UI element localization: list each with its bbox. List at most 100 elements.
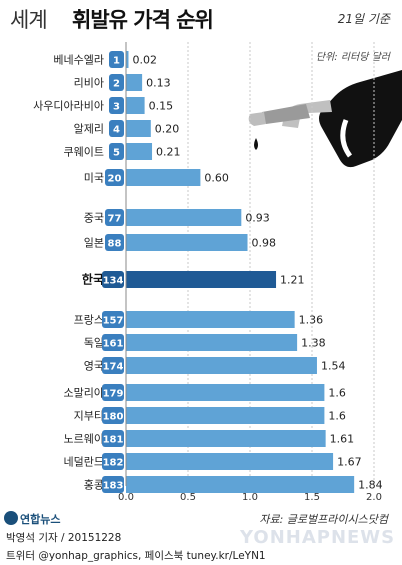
- rank-badge: [109, 51, 124, 68]
- category-label: 알제리: [74, 122, 104, 136]
- value-label: 1.6: [328, 387, 346, 400]
- fuel-nozzle-icon: [248, 70, 402, 168]
- rank-badge: [109, 120, 124, 137]
- bar-row: 알제리 4 0.20: [74, 120, 180, 137]
- rank-label: 4: [113, 125, 120, 136]
- category-label: 중국: [84, 212, 104, 225]
- bar: [126, 120, 151, 137]
- rank-badge: [102, 311, 124, 328]
- category-label: 리비아: [74, 77, 104, 90]
- category-label: 홍콩: [84, 478, 104, 492]
- rank-label: 5: [113, 148, 120, 159]
- rank-badge: [102, 357, 124, 374]
- rank-label: 20: [108, 174, 122, 185]
- rank-label: 180: [103, 412, 124, 423]
- bar-row: 중국 77 0.93: [84, 209, 270, 226]
- bar-row: 일본 88 0.98: [84, 234, 276, 251]
- bar-row: 리비아 2 0.13: [74, 74, 171, 91]
- x-tick-label: 0.0: [118, 492, 134, 503]
- bar: [126, 453, 334, 470]
- x-tick-label: 1.5: [304, 492, 320, 503]
- bar: [126, 430, 326, 447]
- value-label: 1.6: [328, 410, 346, 423]
- category-label: 쿠웨이트: [64, 146, 104, 159]
- bar: [126, 271, 277, 288]
- rank-badge: [102, 334, 124, 351]
- rank-label: 183: [103, 481, 124, 492]
- x-tick-label: 0.5: [180, 492, 196, 503]
- category-label: 사우디아라비아: [33, 100, 104, 113]
- bar: [126, 357, 317, 374]
- value-label: 0.15: [149, 100, 174, 113]
- bar-chart: 베네수엘라 1 0.02 리비아 2 0.13 사우디아라비아 3 0.15 알제리 4 0.20 쿠웨…: [33, 42, 402, 503]
- value-label: 1.36: [299, 314, 324, 327]
- bar: [126, 476, 355, 493]
- value-label: 0.13: [146, 77, 171, 90]
- rank-badge: [102, 430, 124, 447]
- chart-title: 휘발유 가격 순위: [72, 8, 214, 32]
- rank-label: 88: [108, 239, 122, 250]
- bar-row: 베네수엘라 1 0.02: [53, 51, 157, 68]
- rank-badge: [102, 453, 124, 470]
- value-label: 0.93: [245, 212, 270, 225]
- rank-badge: [102, 407, 124, 424]
- unit-note: 단위: 리터당 달러: [315, 52, 390, 63]
- rank-label: 182: [103, 458, 124, 469]
- x-tick-label: 2.0: [366, 492, 382, 503]
- rank-badge: [109, 97, 124, 114]
- rank-label: 134: [103, 276, 124, 287]
- bar: [126, 209, 242, 226]
- rank-label: 3: [113, 102, 120, 113]
- category-label: 베네수엘라: [53, 54, 104, 67]
- value-label: 1.54: [321, 360, 346, 373]
- rank-label: 179: [103, 389, 124, 400]
- category-label: 소말리아: [64, 387, 104, 400]
- rank-badge: [105, 169, 124, 186]
- agency-name: 연합뉴스: [20, 513, 61, 526]
- value-label: 0.21: [156, 146, 181, 159]
- rank-label: 1: [113, 56, 120, 67]
- rank-label: 174: [103, 362, 124, 373]
- bar: [126, 334, 298, 351]
- source-note: 자료: 글로벌프라이시스닷컴: [259, 513, 388, 526]
- value-label: 1.61: [330, 433, 355, 446]
- category-label: 프랑스: [74, 314, 104, 327]
- rank-label: 181: [103, 435, 124, 446]
- byline: 박영석 기자 / 20151228: [6, 532, 122, 544]
- rank-badge: [109, 143, 124, 160]
- rank-badge: [105, 234, 124, 251]
- rank-label: 77: [108, 214, 122, 225]
- value-label: 0.60: [204, 172, 229, 185]
- value-label: 0.02: [132, 54, 157, 67]
- chart-bars: 베네수엘라 1 0.02 리비아 2 0.13 사우디아라비아 3 0.15 알제리 4 0.20 쿠웨…: [33, 51, 383, 493]
- rank-badge: [105, 209, 124, 226]
- rank-badge: [109, 74, 124, 91]
- bar: [126, 97, 145, 114]
- category-label: 지부티: [74, 410, 104, 423]
- category-label: 네덜란드: [64, 456, 104, 469]
- agency-logo-icon: [4, 511, 18, 525]
- rank-badge: [102, 384, 124, 401]
- x-tick-label: 1.0: [242, 492, 258, 503]
- rank-label: 2: [113, 79, 120, 90]
- category-label: 일본: [84, 236, 104, 250]
- bar: [126, 143, 153, 160]
- bar: [126, 74, 143, 91]
- bar: [126, 234, 248, 251]
- value-label: 0.98: [252, 237, 277, 250]
- bar-row: 사우디아라비아 3 0.15: [33, 97, 173, 114]
- rank-badge: [102, 271, 124, 288]
- category-label: 미국: [84, 172, 104, 185]
- value-label: 0.20: [155, 123, 180, 136]
- category-label: 한국: [82, 272, 104, 287]
- bar: [126, 311, 295, 328]
